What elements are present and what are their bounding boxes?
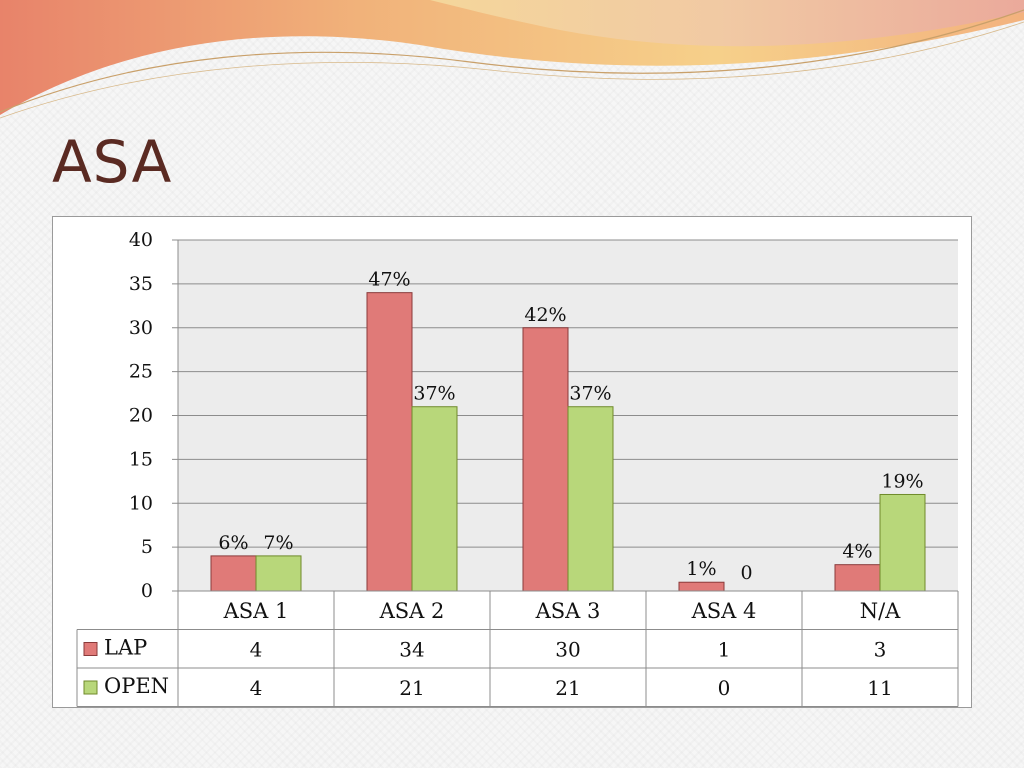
y-tick-label: 15 [129, 448, 153, 470]
bar-lap [522, 327, 569, 592]
chart-frame: 0 5 10 15 20 25 30 35 40 6% 47% 42% 1% 4% 7% 37% 37% 0 19%… [52, 216, 972, 708]
y-tick-label: 25 [129, 361, 153, 383]
data-label-open: 0 [740, 562, 752, 584]
y-tick-label: 5 [141, 536, 153, 558]
header-swoosh-decoration [0, 0, 1024, 119]
data-label-open: 37% [413, 383, 455, 405]
x-category-label: ASA 4 [691, 599, 757, 623]
bar-open [567, 406, 614, 592]
data-label-open: 37% [569, 383, 611, 405]
y-tick-label: 30 [129, 317, 153, 339]
bar-open [879, 493, 926, 592]
table-cell-open: 11 [867, 676, 892, 700]
bar-open [411, 406, 458, 592]
data-label-open: 19% [881, 470, 923, 492]
table-cell-open: 4 [250, 676, 263, 700]
table-cell-lap: 30 [555, 638, 580, 662]
y-tick-label: 10 [129, 492, 153, 514]
table-cell-lap: 3 [874, 638, 887, 662]
legend-swatch-lap [83, 642, 98, 656]
table-cell-open: 0 [718, 676, 731, 700]
y-tick-label: 20 [129, 405, 153, 427]
bar-open [255, 555, 302, 592]
data-label-lap: 47% [368, 269, 410, 291]
bar-lap [678, 581, 725, 592]
table-cell-open: 21 [555, 676, 580, 700]
table-cell-lap: 34 [399, 638, 424, 662]
data-label-lap: 6% [218, 532, 248, 554]
table-cell-lap: 1 [718, 638, 731, 662]
bar-lap [834, 564, 881, 592]
x-category-label: N/A [860, 599, 901, 623]
y-tick-label: 35 [129, 273, 153, 295]
x-category-label: ASA 2 [379, 599, 445, 623]
bar-lap [210, 555, 257, 592]
legend-label-lap: LAP [104, 636, 147, 660]
y-tick-label: 40 [129, 229, 153, 251]
data-label-lap: 42% [524, 304, 566, 326]
y-tick-label: 0 [141, 580, 153, 602]
data-label-lap: 1% [686, 558, 716, 580]
legend-swatch-open [83, 680, 98, 695]
legend-label-open: OPEN [104, 674, 169, 698]
x-category-label: ASA 1 [223, 599, 289, 623]
table-cell-lap: 4 [250, 638, 263, 662]
slide-title: ASA [52, 128, 173, 196]
x-category-label: ASA 3 [535, 599, 601, 623]
data-label-lap: 4% [842, 541, 872, 563]
data-label-open: 7% [263, 532, 293, 554]
bar-lap [366, 292, 413, 592]
table-cell-open: 21 [399, 676, 424, 700]
